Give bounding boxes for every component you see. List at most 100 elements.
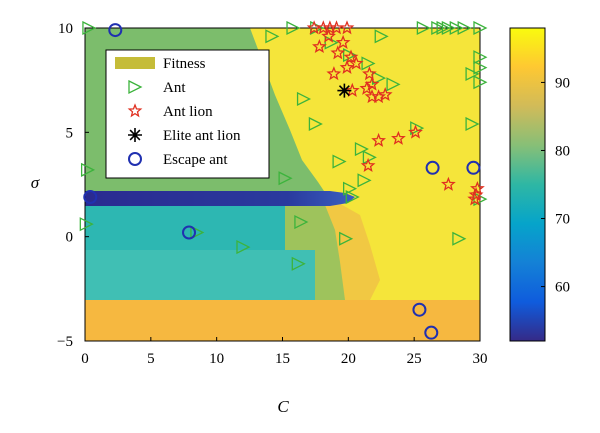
ant-point: [473, 20, 488, 36]
x-tick-label: 20: [341, 351, 356, 367]
y-tick-label: 0: [66, 230, 74, 246]
x-axis-label: C: [277, 397, 289, 416]
x-tick-label: 30: [473, 351, 488, 367]
escape-ant-point: [108, 23, 123, 38]
escape-ant-point-legend-symbol: [128, 152, 142, 166]
legend: Fitness Ant Ant lion Elite ant lion Esca…: [105, 49, 270, 179]
legend-entry-elite-ant-lion: Elite ant lion: [163, 128, 241, 144]
ant-point: [190, 225, 205, 240]
elite-ant-lion-series: [337, 83, 352, 98]
ant-point: [431, 20, 446, 36]
colorbar-tick-label: 60: [555, 280, 570, 296]
ant-point: [374, 29, 389, 44]
ant-lion-point: [321, 28, 336, 43]
ant-point: [308, 116, 323, 132]
ant-point: [82, 20, 97, 36]
x-tick-label: 5: [147, 351, 155, 367]
ant-lion-point: [344, 82, 360, 97]
escape-ant-point: [412, 302, 427, 317]
ant-lion-point: [339, 59, 355, 74]
x-tick-label: 0: [81, 351, 89, 367]
ant-point-legend-symbol: [128, 79, 143, 95]
ant-point: [436, 20, 451, 36]
legend-entry-ant-lion: Ant lion: [163, 104, 213, 120]
colorbar-gradient: [509, 27, 546, 342]
ant-lion-point: [362, 66, 377, 81]
elite-ant-lion-point-legend-symbol: [128, 128, 142, 142]
ant-point: [465, 116, 480, 132]
ant-point: [457, 20, 472, 36]
ant-lion-point: [339, 20, 355, 35]
ant-lion-point: [360, 157, 376, 173]
ant-point: [278, 171, 293, 186]
x-tick-label: 15: [275, 351, 290, 367]
legend-entry-escape-ant: Escape ant: [163, 152, 228, 168]
fitness-dark-stripe: [85, 191, 355, 206]
data-marks: [79, 20, 488, 340]
ant-point: [291, 256, 306, 271]
ant-point: [473, 60, 488, 75]
escape-ant-point: [425, 160, 440, 175]
ant-point: [342, 48, 358, 63]
ant-point: [473, 75, 488, 90]
legend-box: [105, 49, 270, 179]
escape-ant-point: [466, 160, 481, 175]
axis-ticks: 0 5 10 15 20 25 30 −5 0 5 10: [57, 21, 487, 367]
ant-lion-point: [335, 34, 351, 49]
ant-point: [265, 29, 280, 44]
ant-lion-point: [377, 86, 393, 102]
ant-point: [296, 91, 312, 106]
ant-lion-point: [371, 132, 386, 147]
ant-series: [79, 20, 488, 271]
y-tick-label: 10: [58, 21, 73, 37]
colorbar-ticks: 60 70 80 90: [541, 75, 570, 296]
ant-point: [294, 215, 309, 230]
ant-lion-point: [391, 130, 406, 145]
legend-ant-lion-marker: [127, 103, 143, 118]
ant-lion-point-legend-symbol: [127, 103, 143, 118]
ant-lion-point: [348, 55, 364, 70]
ant-point: [354, 141, 369, 157]
ant-lion-point: [359, 80, 375, 95]
elite-ant-lion-point: [337, 83, 352, 98]
ant-point: [449, 20, 464, 36]
ant-point: [80, 162, 96, 177]
legend-elite-marker: [128, 128, 142, 142]
colorbar-tick-label: 80: [555, 143, 570, 159]
ant-point: [465, 66, 480, 81]
ant-point: [441, 20, 456, 36]
ant-point: [362, 150, 377, 165]
y-tick-label: 5: [66, 125, 74, 141]
ant-point: [339, 231, 354, 246]
ant-point: [473, 50, 488, 65]
ant-lion-point: [312, 39, 327, 54]
escape-ant-point: [182, 225, 197, 240]
legend-entry-fitness: Fitness: [163, 56, 206, 72]
ant-point: [452, 231, 467, 246]
colorbar-tick-label: 70: [555, 212, 570, 228]
ant-lion-point: [330, 45, 346, 60]
ant-lion-point: [467, 191, 483, 206]
ant-point: [332, 154, 347, 169]
ant-lion-point: [441, 176, 456, 191]
ant-point: [361, 56, 376, 71]
ant-point: [386, 77, 401, 92]
ant-lion-point: [326, 66, 342, 81]
fitness-cyan-band-light: [85, 250, 315, 300]
legend-entry-ant: Ant: [163, 80, 186, 96]
escape-ant-point: [83, 190, 98, 205]
x-tick-label: 10: [209, 351, 224, 367]
ant-point: [79, 217, 94, 232]
ant-point: [236, 240, 251, 255]
ant-lion-point: [408, 124, 423, 139]
ant-point: [286, 20, 301, 36]
ant-lion-point: [343, 49, 359, 64]
ant-point: [342, 181, 358, 196]
colorbar: 60 70 80 90: [509, 27, 570, 342]
colorbar-tick-label: 90: [555, 75, 570, 91]
legend-ant-marker: [128, 79, 143, 95]
legend-escape-marker: [128, 152, 142, 166]
ant-point: [410, 121, 425, 136]
ant-point: [357, 173, 372, 188]
